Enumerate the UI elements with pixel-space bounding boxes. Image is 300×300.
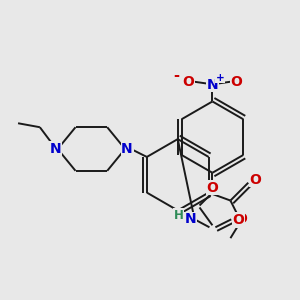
Text: N: N [50, 142, 62, 156]
Text: O: O [249, 173, 261, 187]
Text: H: H [174, 209, 184, 222]
Text: N: N [207, 78, 218, 92]
Text: N: N [185, 212, 197, 226]
Text: -: - [174, 68, 180, 83]
Text: O: O [235, 212, 247, 226]
Text: O: O [232, 213, 244, 227]
Text: O: O [206, 181, 218, 195]
Text: +: + [216, 73, 225, 83]
Text: O: O [230, 75, 242, 88]
Text: O: O [183, 75, 195, 88]
Text: N: N [121, 142, 133, 156]
